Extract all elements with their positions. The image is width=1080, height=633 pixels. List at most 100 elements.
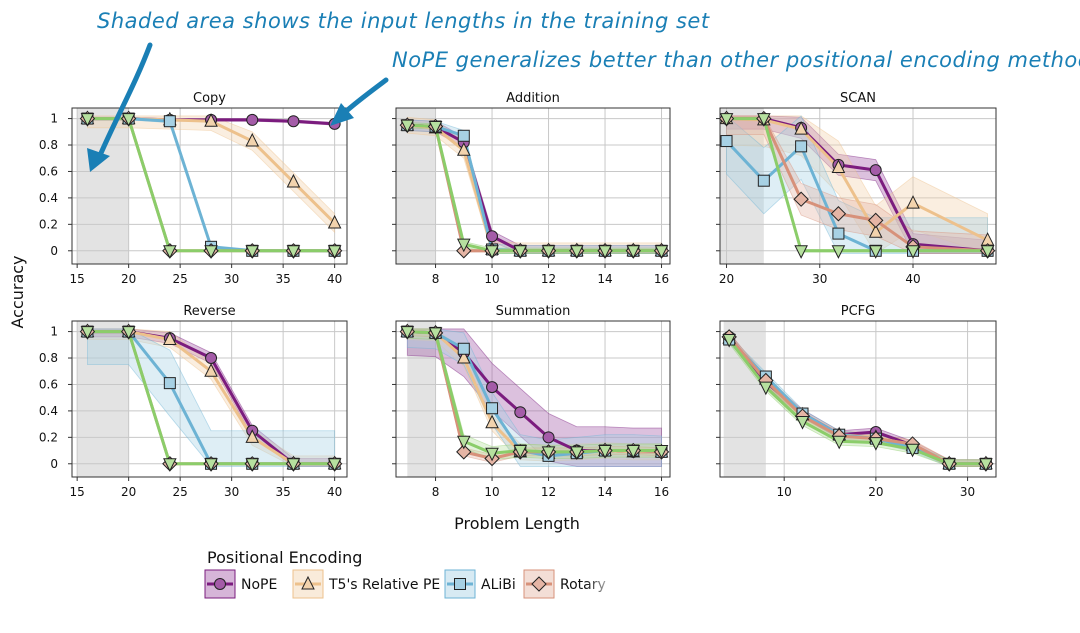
copy-x-tick-label: 30 (224, 272, 239, 286)
addition-series-5-point (428, 121, 443, 135)
summation-x-tick-label: 12 (541, 485, 556, 499)
reverse-series-5-point (204, 458, 218, 472)
pcfg-series-5-line (727, 338, 986, 466)
summation-training-region (407, 321, 436, 477)
addition-panel: 8 10 12 14 16 Addition (392, 91, 671, 286)
pcfg-series-5-point (759, 381, 773, 396)
copy-y-tick-label: 0.2 (39, 217, 58, 231)
scan-frame (719, 107, 997, 265)
scan-t5-s-relative-pe-point (868, 224, 883, 238)
pcfg-series-5-point (869, 437, 883, 451)
summation-x-tick-label: 16 (654, 485, 669, 499)
summation-series-5-point (400, 326, 415, 340)
reverse-series-5-point (121, 326, 136, 340)
addition-series-5-point (456, 238, 471, 253)
addition-series-5-point (626, 245, 641, 259)
summation-series-5-point (456, 435, 471, 450)
addition-x-tick-label: 10 (484, 272, 499, 286)
legend-marker-nope (214, 578, 226, 590)
summation-x-tick-label: 14 (597, 485, 612, 499)
addition-series-5-point (654, 245, 669, 259)
addition-training-region (396, 108, 436, 264)
copy-t5-s-relative-pe-point (245, 132, 260, 147)
addition-series-5-point (400, 119, 415, 134)
reverse-series-5-point (245, 458, 260, 472)
copy-x-tick-label: 35 (276, 272, 291, 286)
summation-series-5-point (569, 446, 584, 460)
reverse-frame (71, 320, 348, 478)
scan-rotary-point (868, 212, 884, 229)
scan-rotary-point (830, 206, 847, 222)
scan-series-5-point (719, 113, 734, 127)
summation-series-5-point (598, 445, 612, 459)
scan-t5-s-relative-pe-point (831, 159, 846, 173)
legend-label-nope: NoPE (241, 577, 277, 593)
scan-series-5-point (757, 113, 771, 127)
nope-annotation: NoPE generalizes better than other posit… (392, 48, 1080, 72)
addition-nope-point (486, 230, 499, 243)
copy-series-5-point (327, 245, 342, 259)
addition-title: Addition (506, 91, 560, 106)
legend-marker-t5-s-relative-pe (301, 575, 315, 590)
legend: Positional Encoding NoPE T5's Relative PE… (204, 548, 665, 606)
summation-frame (395, 320, 671, 478)
summation-series-5-point (541, 446, 556, 460)
pcfg-panel: 10 20 30 PCFG (716, 304, 997, 499)
scan-title: SCAN (840, 91, 876, 106)
scan-x-tick-label: 40 (905, 272, 920, 286)
reverse-x-tick-label: 20 (121, 485, 136, 499)
copy-y-tick-label: 0.8 (39, 138, 58, 152)
reverse-y-tick-label: 0.8 (39, 351, 58, 365)
legend-marker-rotary (531, 576, 547, 592)
summation-rotary-point (456, 444, 472, 460)
copy-x-tick-label: 25 (173, 272, 188, 286)
reverse-x-tick-label: 40 (327, 485, 342, 499)
reverse-y-tick-label: 0.2 (39, 430, 58, 444)
legend-label-t5-s-relative-pe: T5's Relative PE (328, 577, 440, 593)
summation-x-tick-label: 8 (432, 485, 440, 499)
shaded-annotation-arrowhead (87, 148, 110, 172)
summation-panel: 8 10 12 14 16 Summation (392, 304, 671, 499)
reverse-x-tick-label: 30 (224, 485, 239, 499)
summation-series-5-line (407, 330, 662, 455)
reverse-title: Reverse (183, 304, 235, 319)
copy-y-tick-label: 0 (50, 244, 58, 258)
scan-series-5-point (868, 245, 883, 259)
legend-item-rotary: Rotary (523, 569, 606, 599)
scan-alibi-point (795, 140, 808, 153)
pcfg-training-region (723, 321, 766, 477)
legend-label-alibi: ALiBi (481, 577, 516, 593)
scan-alibi-point (720, 135, 733, 148)
addition-series-5-point (569, 245, 584, 259)
addition-x-tick-label: 16 (654, 272, 669, 286)
addition-series-5-line (407, 123, 662, 253)
legend-item-t5-s-relative-pe: T5's Relative PE (292, 569, 440, 599)
summation-series-5-point (485, 447, 499, 462)
reverse-nope-point (205, 352, 218, 365)
legend-title: Positional Encoding (207, 548, 362, 567)
pcfg-x-tick-label: 10 (777, 485, 792, 499)
copy-series-5-point (121, 113, 136, 127)
pcfg-series-5-point (832, 435, 847, 450)
copy-y-tick-label: 0.6 (39, 164, 58, 178)
reverse-series-5-point (80, 326, 95, 340)
summation-nope-point (542, 431, 555, 444)
addition-x-tick-label: 14 (597, 272, 612, 286)
summation-alibi-point (486, 402, 499, 415)
summation-alibi-point (457, 342, 470, 355)
copy-nope-point (246, 113, 259, 126)
copy-t5-s-relative-pe-point (204, 113, 218, 127)
copy-series-5-point (286, 245, 301, 259)
summation-x-tick-label: 10 (484, 485, 499, 499)
addition-series-5-point (485, 245, 499, 259)
legend-item-nope: NoPE (204, 569, 277, 599)
reverse-x-tick-label: 15 (70, 485, 85, 499)
shaded-annotation-arrow (95, 42, 153, 163)
reverse-series-5-point (163, 458, 177, 472)
pcfg-series-5-point (942, 458, 957, 472)
copy-series-5-point (245, 245, 260, 259)
copy-series-5-point (204, 245, 218, 259)
copy-x-tick-label: 20 (121, 272, 136, 286)
scan-panel: 20 30 40 SCAN (716, 91, 997, 286)
